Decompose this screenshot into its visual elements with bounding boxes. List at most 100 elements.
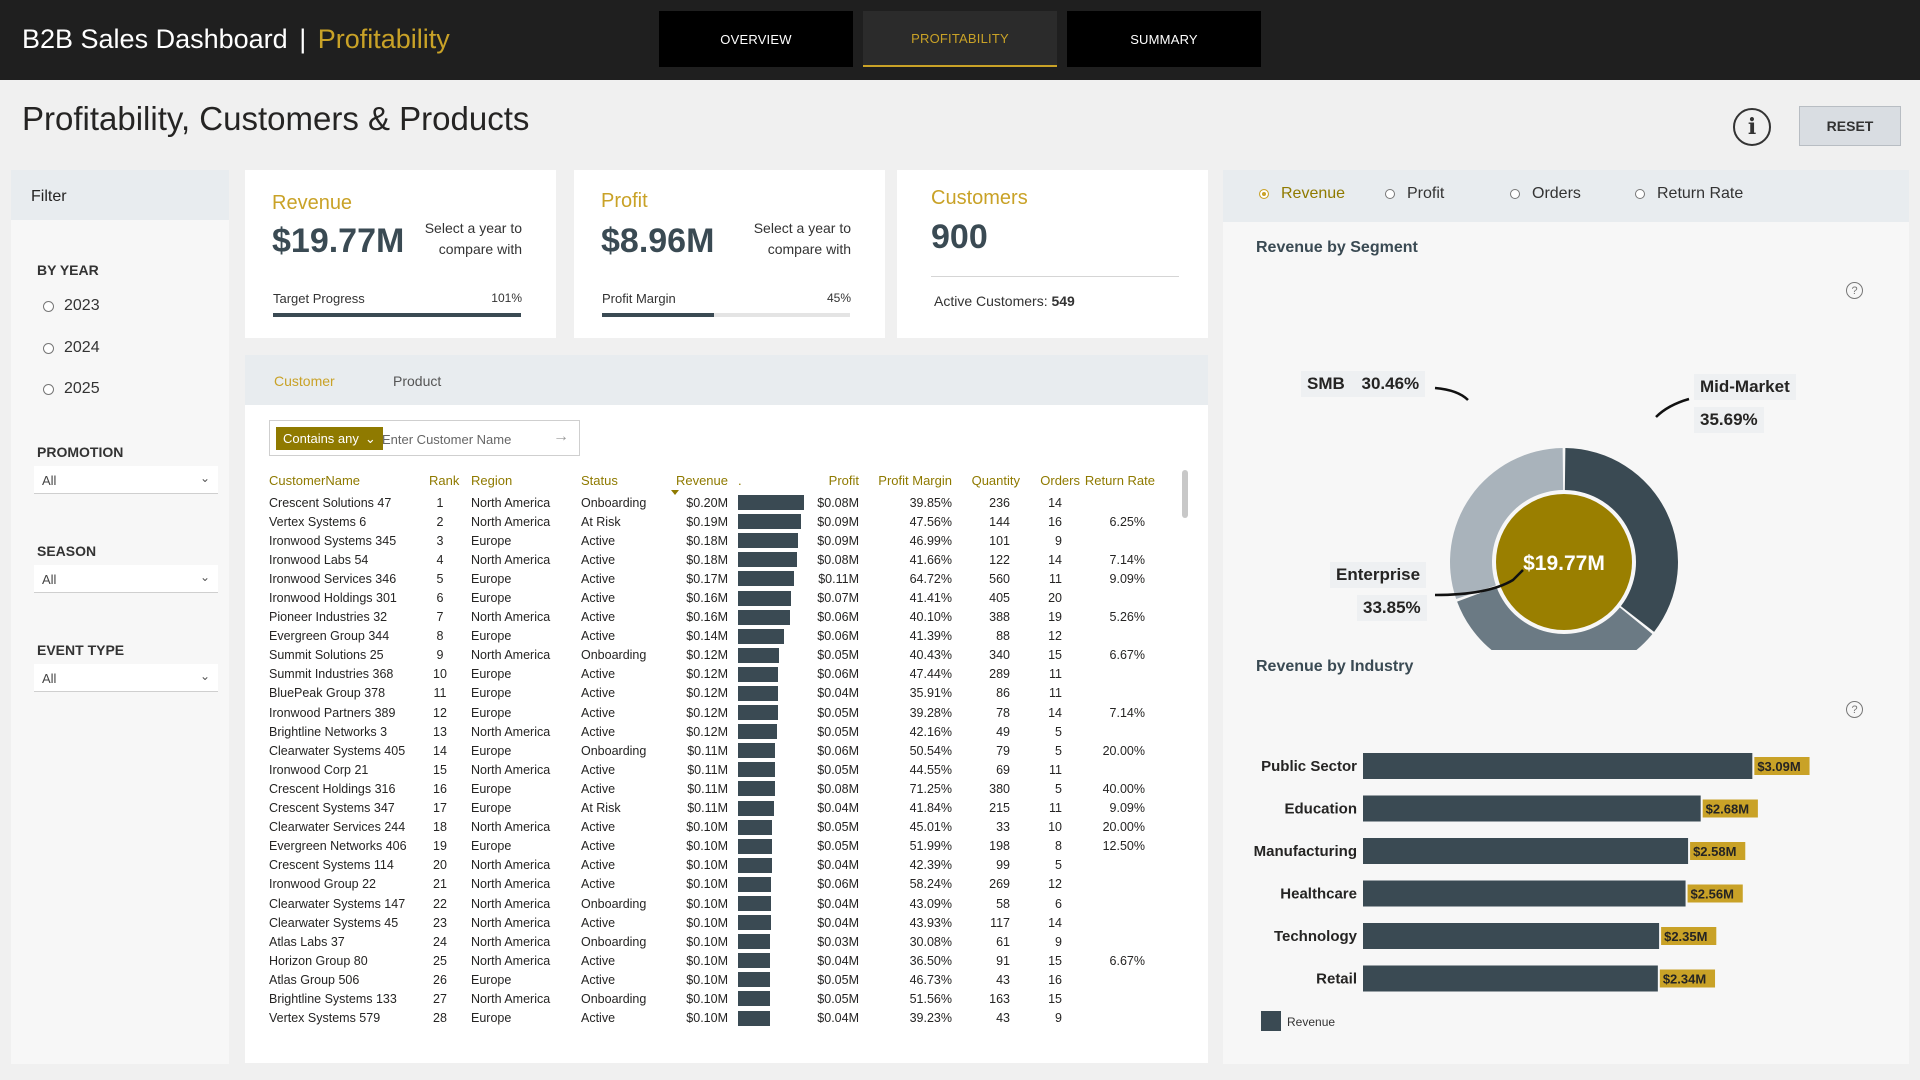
- tab-product[interactable]: Product: [393, 373, 442, 389]
- radio-icon: [1385, 189, 1395, 199]
- table-row[interactable]: Vertex Systems 579 28 Europe Active $0.10M $0…: [267, 1009, 1157, 1028]
- column-header-status[interactable]: Status: [581, 472, 618, 488]
- tab-overview[interactable]: OVERVIEW: [659, 11, 853, 67]
- tab-summary[interactable]: SUMMARY: [1067, 11, 1261, 67]
- profit-cell: $0.04M: [817, 896, 859, 911]
- table-row[interactable]: Clearwater Services 244 18 North America Ac…: [267, 818, 1157, 837]
- metric-option-revenue[interactable]: Revenue: [1259, 185, 1345, 203]
- industry-bar[interactable]: [1363, 795, 1701, 822]
- match-mode-dropdown[interactable]: Contains any ⌄: [276, 427, 383, 450]
- year-option-2023[interactable]: 2023: [43, 297, 100, 315]
- column-header-profit-margin[interactable]: Profit Margin: [878, 472, 952, 488]
- donut-slice-enterprise[interactable]: [1457, 587, 1653, 650]
- table-row[interactable]: Clearwater Systems 405 14 Europe Onboarding…: [267, 741, 1157, 760]
- table-row[interactable]: Crescent Holdings 316 16 Europe Active $0.11…: [267, 779, 1157, 798]
- table-row[interactable]: Brightline Networks 3 13 North America Acti…: [267, 722, 1157, 741]
- table-row[interactable]: Ironwood Partners 389 12 Europe Active $0.12…: [267, 703, 1157, 722]
- table-row[interactable]: Evergreen Group 344 8 Europe Active $0.14M $0…: [267, 627, 1157, 646]
- revenue-cell: $0.19M: [686, 514, 728, 529]
- column-header-profit[interactable]: Profit: [828, 472, 859, 488]
- table-row[interactable]: Ironwood Systems 345 3 Europe Active $0.18M $…: [267, 531, 1157, 550]
- metric-option-orders[interactable]: Orders: [1510, 185, 1581, 203]
- donut-slice-smb[interactable]: [1450, 448, 1564, 600]
- customer-name-cell: Crescent Systems 114: [269, 858, 394, 873]
- help-icon[interactable]: ?: [1846, 701, 1863, 718]
- table-header-row: CustomerName Rank Region Status Revenue …: [267, 467, 1157, 495]
- table-row[interactable]: Clearwater Systems 147 22 North America Onb…: [267, 894, 1157, 913]
- industry-bar[interactable]: [1363, 880, 1686, 907]
- table-row[interactable]: BluePeak Group 378 11 Europe Active $0.12M $0…: [267, 684, 1157, 703]
- profit-margin-cell: 40.10%: [909, 610, 952, 625]
- industry-bar[interactable]: [1363, 753, 1753, 779]
- kpi-note: Select a year to compare with: [424, 220, 522, 257]
- table-row[interactable]: Brightline Systems 133 27 North America Onb…: [267, 989, 1157, 1008]
- table-row[interactable]: Atlas Group 506 26 Europe Active $0.10M $0.05…: [267, 970, 1157, 989]
- industry-bar[interactable]: [1363, 965, 1658, 992]
- table-row[interactable]: Ironwood Services 346 5 Europe Active $0.17M…: [267, 569, 1157, 588]
- revenue-bar-cell: [730, 760, 809, 779]
- orders-cell: 5: [1055, 858, 1062, 873]
- revenue-bar: [738, 552, 797, 568]
- data-label-background: [1687, 884, 1743, 903]
- event-type-select[interactable]: All ⌄: [34, 664, 218, 692]
- table-row[interactable]: Ironwood Corp 21 15 North America Active $0.…: [267, 760, 1157, 779]
- column-header-quantity[interactable]: Quantity: [971, 472, 1020, 488]
- column-header-rank[interactable]: Rank: [429, 472, 460, 488]
- table-row[interactable]: Atlas Labs 37 24 North America Onboarding $0…: [267, 932, 1157, 951]
- table-row[interactable]: Horizon Group 80 25 North America Active $0.…: [267, 951, 1157, 970]
- title-separator: |: [299, 24, 307, 54]
- target-progress-bar: [273, 313, 521, 317]
- donut-slice-mid-market[interactable]: [1564, 448, 1678, 632]
- metric-option-return-rate[interactable]: Return Rate: [1635, 185, 1743, 203]
- table-row[interactable]: Crescent Solutions 47 1 North America Onboa…: [267, 493, 1157, 512]
- tab-customer[interactable]: Customer: [274, 373, 335, 389]
- table-row[interactable]: Crescent Systems 347 17 Europe At Risk $0.11…: [267, 799, 1157, 818]
- table-row[interactable]: Vertex Systems 6 2 North America At Risk $0.…: [267, 512, 1157, 531]
- table-row[interactable]: Ironwood Group 22 21 North America Active $0…: [267, 875, 1157, 894]
- help-icon[interactable]: ?: [1846, 282, 1863, 299]
- promotion-select[interactable]: All ⌄: [34, 466, 218, 494]
- revenue-cell: $0.14M: [686, 629, 728, 644]
- arrow-right-icon[interactable]: →: [553, 428, 569, 445]
- profit-cell: $0.06M: [817, 743, 859, 758]
- table-scrollbar[interactable]: [1182, 470, 1188, 518]
- table-row[interactable]: Evergreen Networks 406 19 Europe Active $0.1…: [267, 837, 1157, 856]
- industry-bar[interactable]: [1363, 923, 1660, 949]
- table-row[interactable]: Ironwood Holdings 301 6 Europe Active $0.16M…: [267, 588, 1157, 607]
- metric-option-profit[interactable]: Profit: [1385, 185, 1444, 203]
- revenue-bar: [738, 1010, 770, 1026]
- column-header-region[interactable]: Region: [471, 472, 513, 488]
- radio-icon: [43, 383, 54, 395]
- reset-button[interactable]: RESET: [1799, 106, 1901, 146]
- metric-option-label: Revenue: [1281, 185, 1346, 202]
- revenue-bar: [738, 609, 790, 625]
- revenue-cell: $0.17M: [686, 571, 728, 586]
- season-select[interactable]: All ⌄: [34, 565, 218, 593]
- year-option-2025[interactable]: 2025: [43, 380, 100, 398]
- column-header-customer-name[interactable]: CustomerName: [269, 472, 361, 488]
- table-row[interactable]: Crescent Systems 114 20 North America Activ…: [267, 856, 1157, 875]
- revenue-cell: $0.10M: [686, 839, 728, 854]
- year-option-2024[interactable]: 2024: [43, 339, 100, 357]
- column-header-return-rate[interactable]: Return Rate: [1084, 472, 1155, 488]
- table-row[interactable]: Ironwood Labs 54 4 North America Active $0.1…: [267, 550, 1157, 569]
- industry-bar[interactable]: [1363, 838, 1689, 864]
- region-cell: Europe: [471, 781, 512, 796]
- column-header-revenue-label: Revenue: [675, 472, 728, 488]
- customer-name-input[interactable]: [382, 428, 542, 450]
- table-row[interactable]: Summit Solutions 25 9 North America Onboard…: [267, 646, 1157, 665]
- info-icon[interactable]: i: [1733, 108, 1771, 146]
- status-cell: Active: [581, 571, 616, 586]
- table-row[interactable]: Clearwater Systems 45 23 North America Acti…: [267, 913, 1157, 932]
- status-cell: Active: [581, 552, 616, 567]
- column-header-revenue[interactable]: Revenue: [664, 467, 730, 495]
- revenue-bar-cell: [730, 894, 809, 913]
- column-header-revenue-bar[interactable]: .: [738, 472, 742, 488]
- quantity-cell: 78: [996, 705, 1010, 720]
- tab-profitability[interactable]: PROFITABILITY: [863, 11, 1057, 67]
- revenue-bar: [738, 647, 779, 663]
- customer-name-cell: Ironwood Holdings 301: [269, 591, 397, 606]
- table-row[interactable]: Summit Industries 368 10 Europe Active $0.12…: [267, 665, 1157, 684]
- column-header-orders[interactable]: Orders: [1040, 472, 1080, 488]
- table-row[interactable]: Pioneer Industries 32 7 North America Activ…: [267, 608, 1157, 627]
